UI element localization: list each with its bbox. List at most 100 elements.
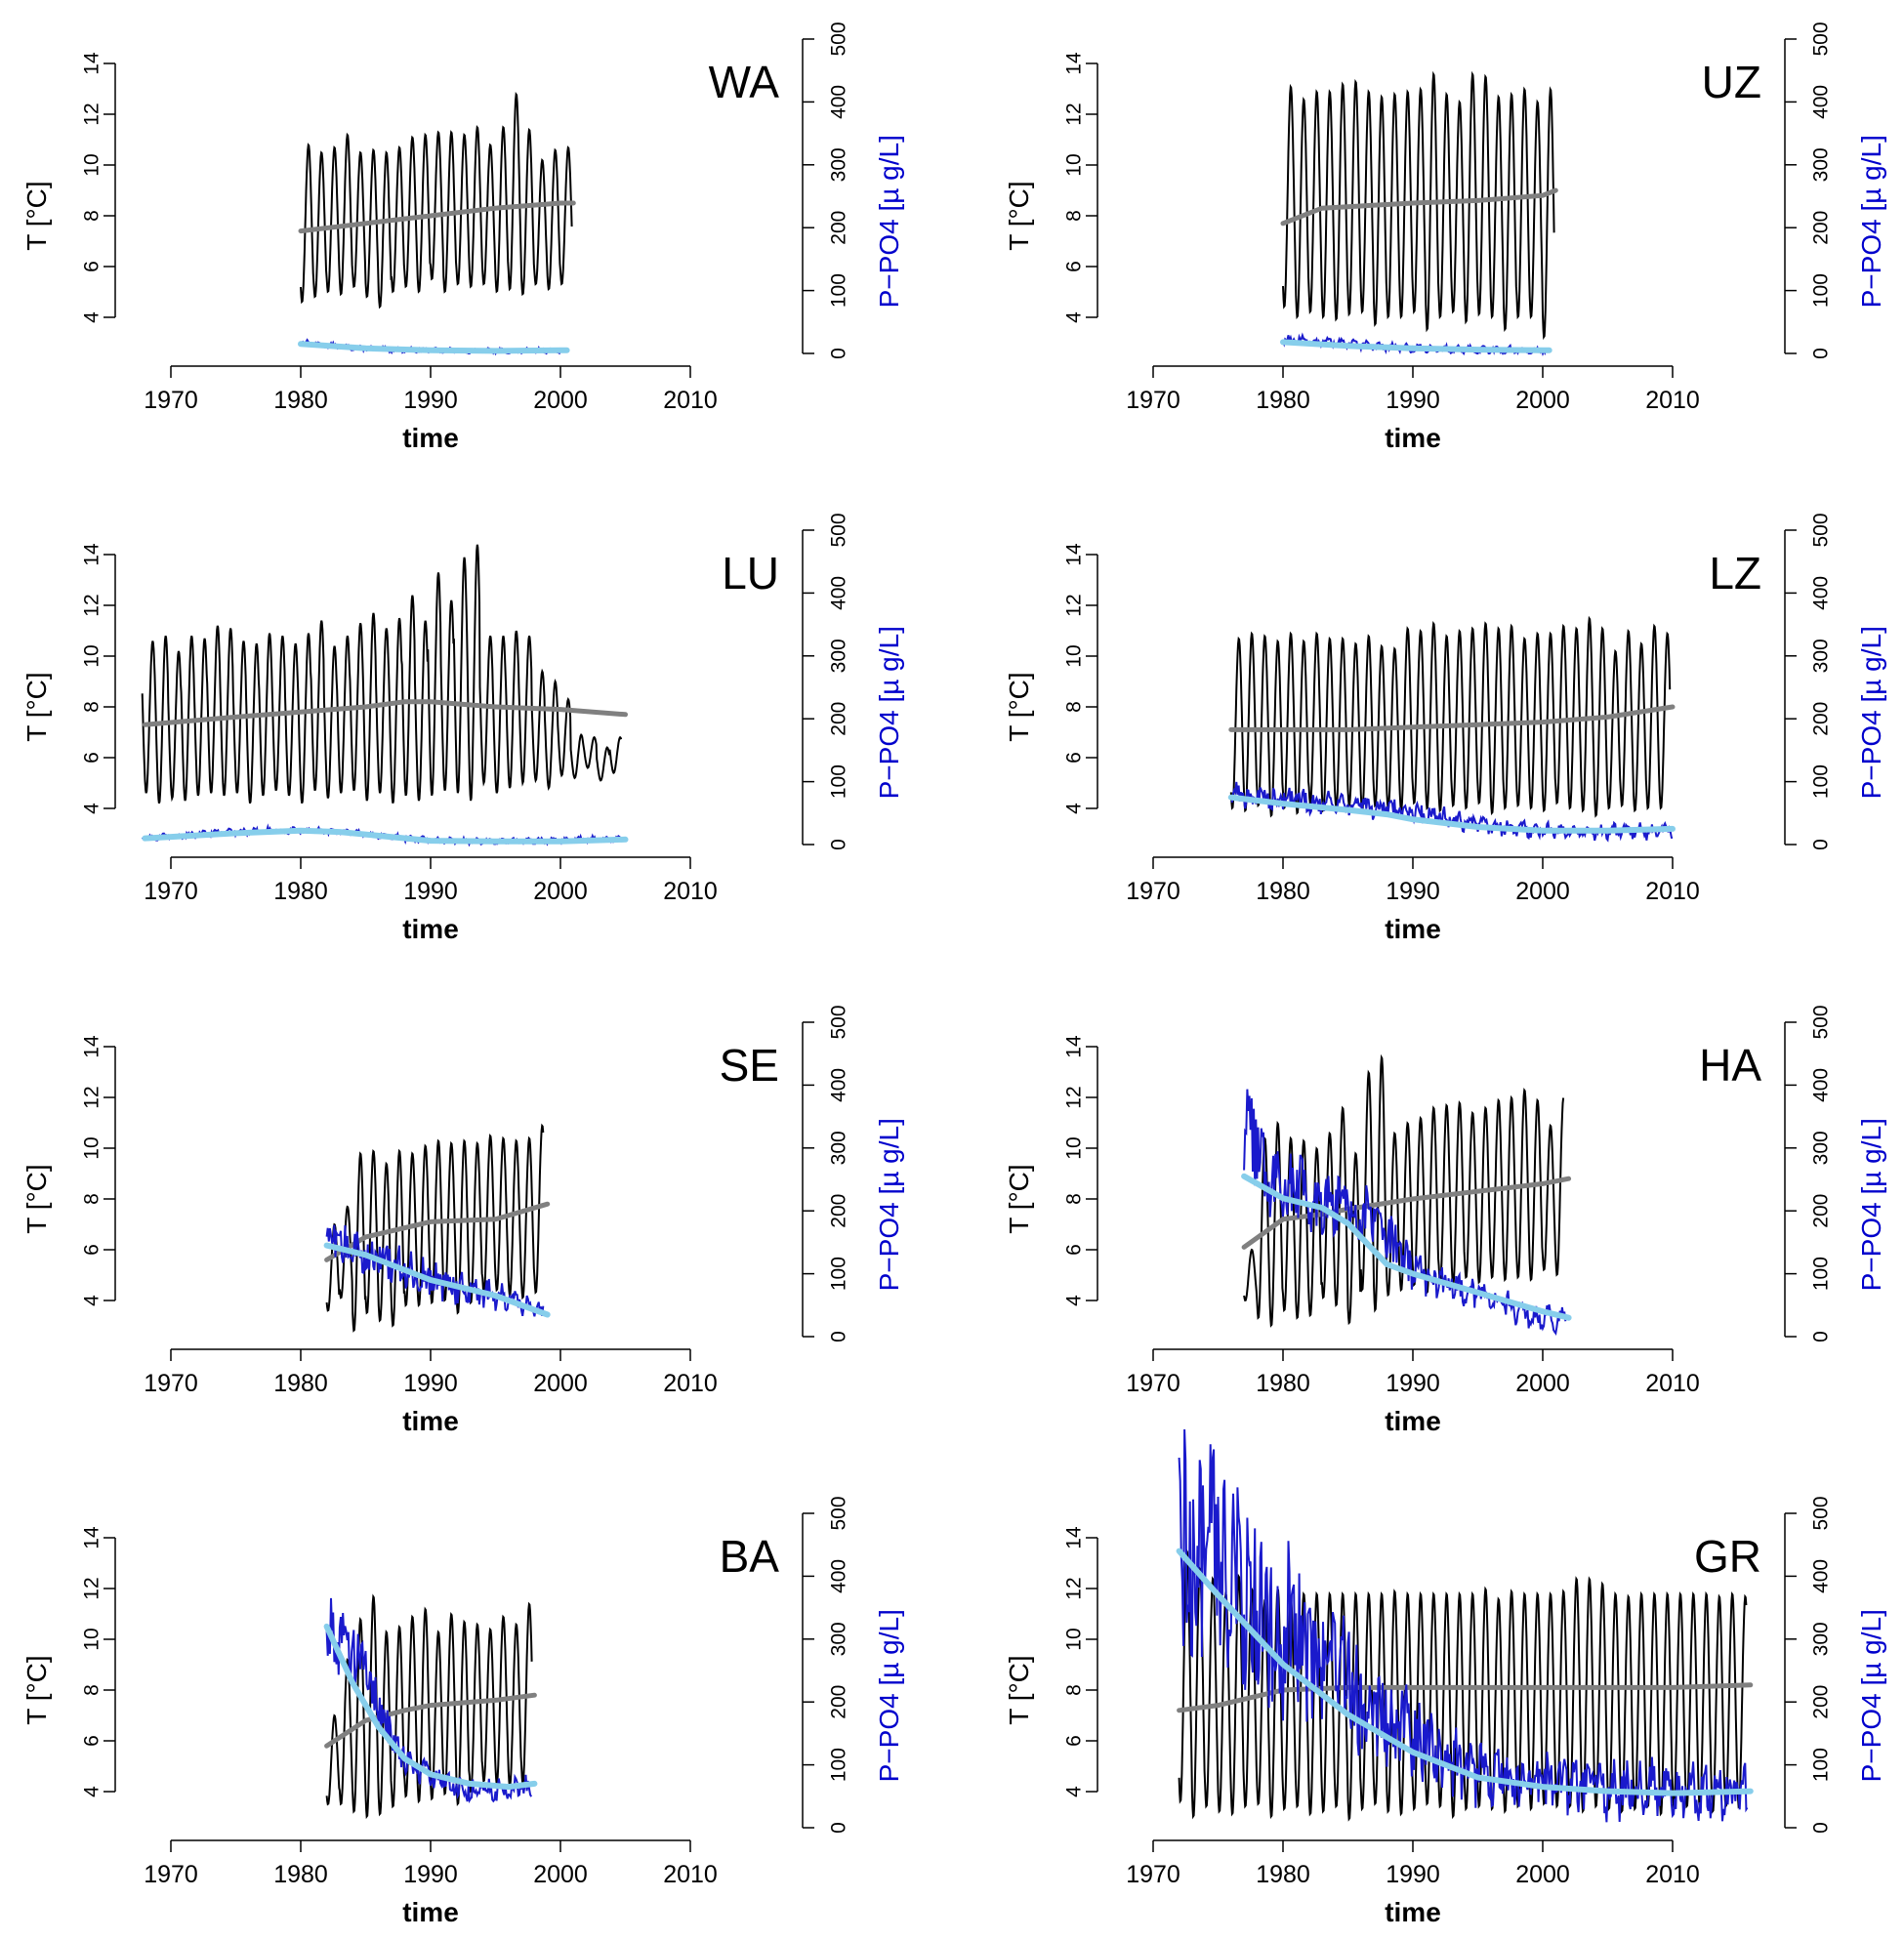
po4-tick-label: 500: [1809, 1496, 1832, 1530]
temp-tick-label: 14: [1062, 52, 1085, 75]
temp-tick-label: 12: [80, 594, 103, 616]
lake-code: LZ: [1709, 548, 1761, 599]
x-axis: 1970 1980 1990 2000 2010 time: [144, 365, 718, 453]
x-tick-label: 1970: [1126, 1370, 1180, 1397]
po4-tick-label: 500: [1809, 21, 1832, 56]
temp-tick-label: 6: [1062, 752, 1085, 764]
temp-tick-label: 10: [1062, 644, 1085, 667]
temp-axis-title: T [°C]: [1004, 672, 1034, 741]
temp-tick-label: 8: [1062, 1193, 1085, 1205]
temp-tick-label: 12: [1062, 103, 1085, 125]
po4-axis-title: P−PO4 [µ g/L]: [1856, 626, 1886, 799]
x-tick-label: 1980: [1256, 878, 1310, 905]
temp-tick-label: 14: [80, 1526, 103, 1549]
temp-tick-label: 6: [80, 752, 103, 764]
po4-tick-label: 100: [1809, 1257, 1832, 1291]
po4-axis: 0 100 200 300 400 500 P−PO4 [µ g/L]: [802, 1005, 904, 1342]
x-axis: 1970 1980 1990 2000 2010 time: [1126, 365, 1700, 453]
temp-series: [141, 544, 623, 805]
po4-tick-label: 0: [827, 348, 849, 359]
po4-tick-label: 400: [827, 85, 849, 119]
x-tick-label: 1970: [144, 1370, 198, 1397]
x-tick-label: 2010: [1645, 387, 1700, 414]
x-tick-label: 2000: [533, 387, 588, 414]
temp-tick-label: 14: [80, 1035, 103, 1058]
x-tick-label: 1990: [1386, 387, 1440, 414]
x-tick-label: 2010: [1645, 1370, 1700, 1397]
x-axis: 1970 1980 1990 2000 2010 time: [1126, 1839, 1700, 1927]
temp-trend: [1241, 1176, 1572, 1250]
x-axis: 1970 1980 1990 2000 2010 time: [1126, 1348, 1700, 1436]
x-tick-label: 1970: [144, 878, 198, 905]
x-tick-label: 1980: [273, 1861, 328, 1888]
po4-axis: 0 100 200 300 400 500 P−PO4 [µ g/L]: [1784, 513, 1886, 850]
lake-code: UZ: [1702, 57, 1761, 107]
temp-axis-title: T [°C]: [21, 1655, 52, 1724]
po4-tick-label: 100: [827, 764, 849, 799]
po4-axis-title: P−PO4 [µ g/L]: [1856, 1609, 1886, 1782]
x-axis: 1970 1980 1990 2000 2010 time: [144, 856, 718, 944]
temp-tick-label: 8: [80, 1193, 103, 1205]
po4-trend: [1176, 1548, 1754, 1796]
temp-trend: [324, 1201, 551, 1262]
po4-tick-label: 500: [827, 21, 849, 56]
temp-axis-title: T [°C]: [1004, 1655, 1034, 1724]
temp-tick-label: 6: [1062, 261, 1085, 272]
po4-tick-label: 100: [1809, 273, 1832, 308]
po4-tick-label: 200: [1809, 1194, 1832, 1228]
temp-tick-label: 10: [1062, 1136, 1085, 1159]
po4-tick-label: 500: [1809, 1005, 1832, 1039]
lake-code: LU: [722, 548, 779, 599]
x-tick-label: 2010: [663, 1861, 718, 1888]
po4-tick-label: 300: [1809, 1131, 1832, 1165]
po4-axis: 0 100 200 300 400 500 P−PO4 [µ g/L]: [1784, 1496, 1886, 1834]
temp-trend: [298, 200, 576, 234]
x-axis-title: time: [402, 423, 459, 453]
temp-tick-label: 4: [1062, 803, 1085, 814]
x-tick-label: 2000: [533, 878, 588, 905]
temp-tick-label: 12: [1062, 594, 1085, 616]
temp-series: [1282, 70, 1555, 341]
temp-tick-label: 14: [80, 543, 103, 566]
po4-tick-label: 400: [827, 576, 849, 610]
x-tick-label: 1970: [1126, 387, 1180, 414]
temp-tick-label: 4: [80, 311, 103, 323]
x-tick-label: 1980: [273, 878, 328, 905]
x-tick-label: 2010: [1645, 1861, 1700, 1888]
temp-tick-label: 4: [1062, 311, 1085, 323]
po4-tick-label: 400: [827, 1559, 849, 1593]
po4-axis-title: P−PO4 [µ g/L]: [1856, 1118, 1886, 1291]
po4-tick-label: 200: [827, 1685, 849, 1719]
temp-trend: [1280, 187, 1558, 227]
temp-axis: 4 6 8 10 12 14 T [°C]: [1004, 52, 1098, 323]
lake-code: GR: [1694, 1531, 1761, 1582]
temp-axis: 4 6 8 10 12 14 T [°C]: [21, 1035, 116, 1306]
temp-tick-label: 10: [80, 1628, 103, 1650]
x-tick-label: 1980: [273, 387, 328, 414]
temp-tick-label: 12: [80, 1577, 103, 1599]
temp-series: [1243, 1053, 1565, 1328]
temp-trend: [142, 699, 628, 727]
temp-series: [300, 91, 573, 310]
po4-tick-label: 200: [1809, 702, 1832, 736]
x-tick-label: 2000: [1515, 1861, 1570, 1888]
temp-tick-label: 6: [80, 1735, 103, 1747]
x-axis-title: time: [402, 1406, 459, 1436]
x-axis-title: time: [1385, 1406, 1441, 1436]
temp-axis-title: T [°C]: [1004, 181, 1034, 250]
po4-tick-label: 0: [1809, 1822, 1832, 1834]
po4-tick-label: 0: [1809, 348, 1832, 359]
temp-tick-label: 12: [80, 1086, 103, 1108]
po4-tick-label: 200: [1809, 1685, 1832, 1719]
po4-tick-label: 100: [827, 1748, 849, 1782]
temp-tick-label: 8: [1062, 210, 1085, 222]
po4-trend: [1280, 339, 1552, 353]
x-axis-title: time: [1385, 914, 1441, 944]
x-tick-label: 1990: [403, 387, 458, 414]
x-tick-label: 1970: [144, 387, 198, 414]
